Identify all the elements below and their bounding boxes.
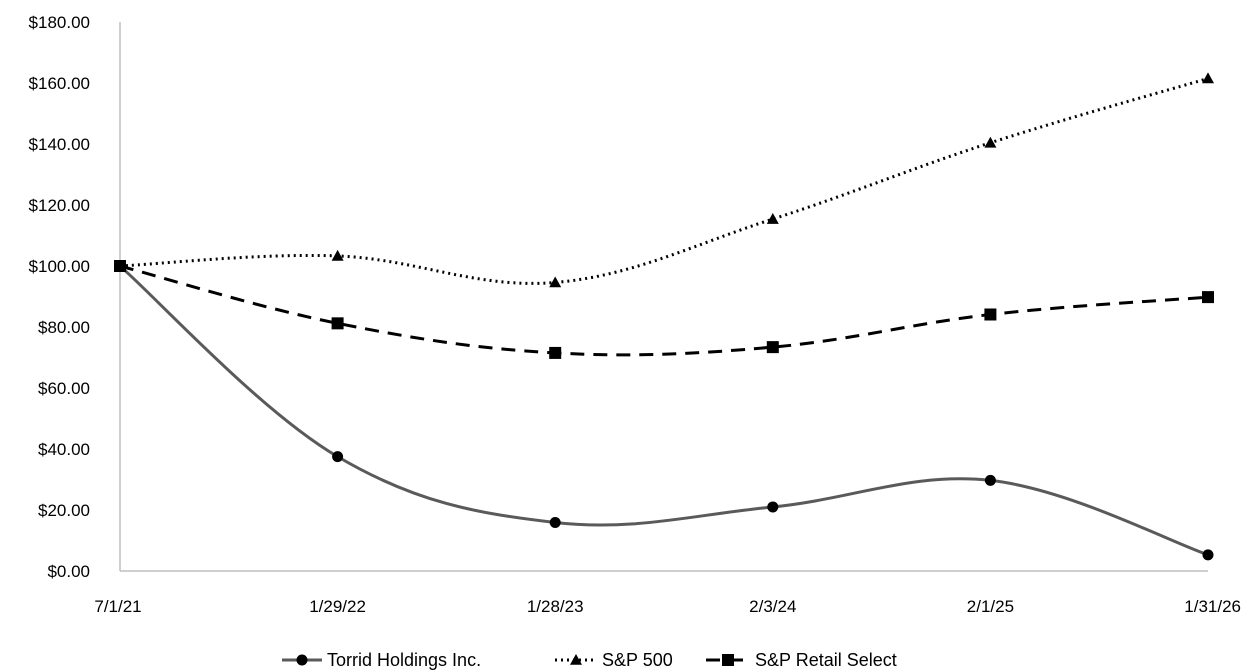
y-tick-label: $80.00 xyxy=(38,318,90,337)
data-point-sp-retail-select xyxy=(549,346,562,359)
y-tick-label: $120.00 xyxy=(29,196,90,215)
axes xyxy=(119,22,1208,572)
data-point-sp500 xyxy=(984,136,997,148)
series-line-sp500 xyxy=(119,76,1209,285)
x-tick-label: 1/29/22 xyxy=(309,597,366,616)
legend-label-sp500: S&P 500 xyxy=(602,650,673,670)
data-point-torrid xyxy=(332,451,344,463)
y-tick-label: $100.00 xyxy=(29,257,90,276)
data-point-sp-retail-select xyxy=(114,260,126,272)
legend-marker-sp500 xyxy=(570,654,582,665)
y-tick-label: $180.00 xyxy=(29,13,90,32)
legend-item-sp500: S&P 500 xyxy=(555,650,673,670)
data-point-sp-retail-select xyxy=(331,317,344,330)
y-tick-labels: $0.00 $20.00 $40.00 $60.00 $80.00 $100.00 $120… xyxy=(29,13,90,581)
y-tick-label: $60.00 xyxy=(38,379,90,398)
data-point-torrid xyxy=(767,501,779,513)
data-point-torrid xyxy=(1202,549,1214,561)
legend-marker-sp-retail-select xyxy=(722,654,734,666)
data-point-sp500 xyxy=(1202,72,1214,84)
legend-label-torrid: Torrid Holdings Inc. xyxy=(327,650,481,670)
legend-marker-torrid xyxy=(296,654,308,666)
legend-label-sp-retail-select: S&P Retail Select xyxy=(755,650,897,670)
series-group xyxy=(114,72,1214,561)
legend: Torrid Holdings Inc. S&P 500 S&P Retail Se… xyxy=(282,650,897,670)
x-tick-label: 7/1/21 xyxy=(94,597,141,616)
x-tick-labels: 7/1/21 1/29/22 1/28/23 2/3/24 2/1/25 1/31/26 xyxy=(94,597,1241,616)
x-tick-label: 1/31/26 xyxy=(1184,597,1241,616)
y-tick-label: $40.00 xyxy=(38,440,90,459)
y-tick-label: $0.00 xyxy=(47,562,90,581)
data-point-sp500 xyxy=(766,213,779,224)
legend-item-torrid: Torrid Holdings Inc. xyxy=(282,650,481,670)
data-point-sp-retail-select xyxy=(984,308,997,321)
series-torrid xyxy=(114,260,1214,561)
data-point-torrid xyxy=(549,517,561,529)
x-tick-label: 2/1/25 xyxy=(967,597,1014,616)
y-tick-label: $160.00 xyxy=(29,74,90,93)
x-tick-label: 1/28/23 xyxy=(527,597,584,616)
series-line-sp-retail-select xyxy=(119,264,1209,357)
y-tick-label: $20.00 xyxy=(38,501,90,520)
data-point-sp-retail-select xyxy=(1202,291,1214,304)
x-tick-label: 2/3/24 xyxy=(749,597,796,616)
data-point-torrid xyxy=(984,474,996,486)
data-point-sp500 xyxy=(331,249,344,261)
series-line-torrid xyxy=(119,264,1209,557)
series-sp500 xyxy=(114,72,1214,288)
legend-item-sp-retail-select: S&P Retail Select xyxy=(706,650,897,670)
data-point-sp-retail-select xyxy=(766,341,779,354)
y-tick-label: $140.00 xyxy=(29,135,90,154)
series-sp-retail-select xyxy=(114,260,1214,359)
data-point-sp500 xyxy=(549,276,562,288)
